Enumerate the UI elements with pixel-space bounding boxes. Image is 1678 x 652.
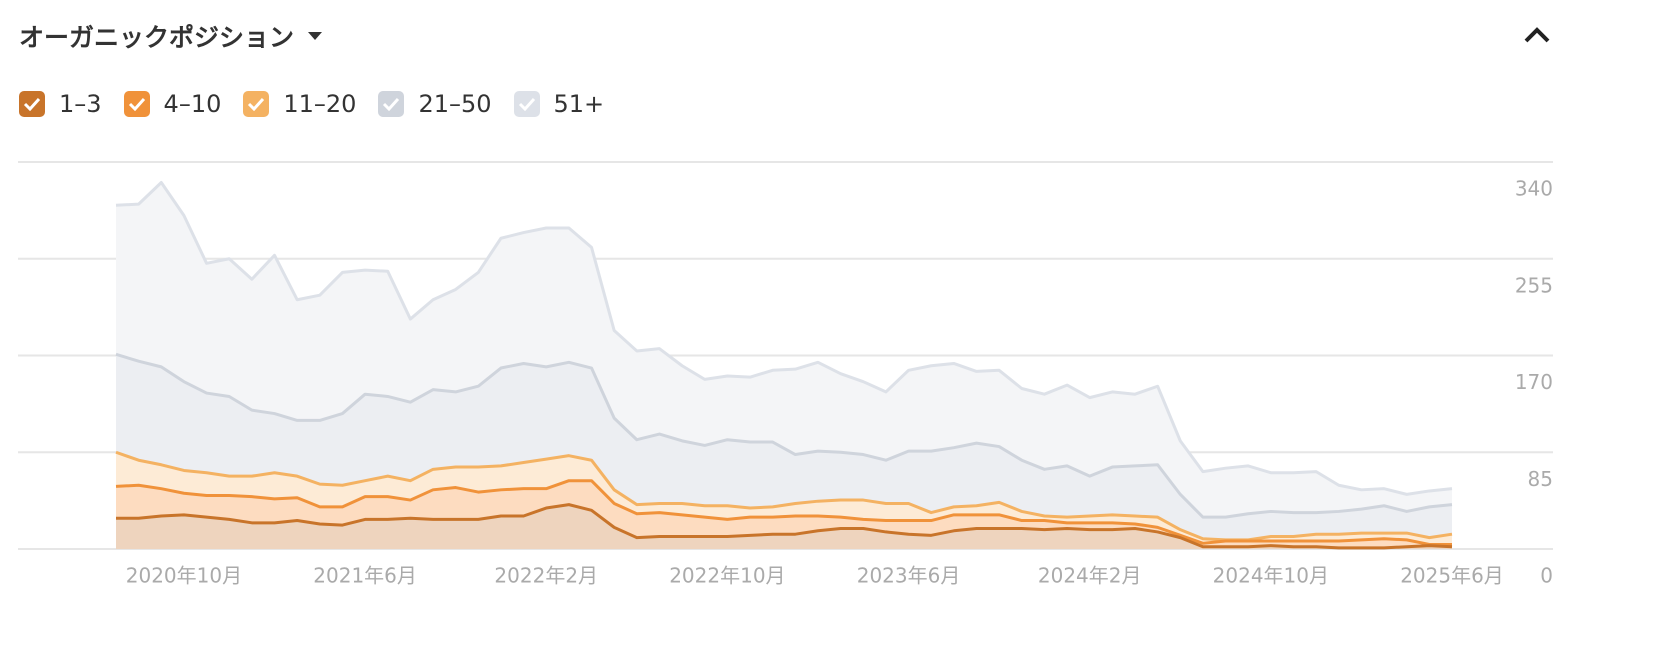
panel-title: オーガニックポジション (19, 23, 295, 52)
dropdown-caret (308, 32, 323, 40)
checkbox[interactable] (123, 91, 150, 117)
legend-item[interactable]: 11–20 (243, 90, 356, 118)
collapse-button[interactable] (1522, 24, 1552, 46)
y-tick-label: 0 (1540, 564, 1553, 588)
legend-label: 51+ (553, 90, 605, 118)
y-tick-label: 255 (1515, 273, 1553, 297)
line (115, 479, 1452, 546)
check (518, 97, 535, 111)
legend-label: 11–20 (283, 90, 357, 118)
line (116, 503, 1453, 550)
x-tick-label: 2024年10月 (1213, 564, 1329, 588)
area (116, 354, 1452, 540)
check (23, 97, 41, 111)
legend-label: 1–3 (59, 90, 102, 118)
y-tick-label: 340 (1515, 177, 1553, 201)
x-tick-label: 2025年6月 (1400, 564, 1504, 588)
checkbox[interactable] (19, 91, 45, 117)
line (115, 352, 1453, 519)
checkbox[interactable] (378, 91, 405, 117)
check (383, 97, 400, 111)
check (248, 97, 265, 111)
x-tick-label: 2022年10月 (669, 564, 785, 588)
area (116, 504, 1452, 549)
x-tick-label: 2022年2月 (494, 564, 598, 588)
x-tick-label: 2024年2月 (1038, 564, 1142, 588)
legend-item[interactable]: 1–3 (19, 90, 102, 118)
area (116, 480, 1452, 548)
check (128, 97, 145, 111)
legend-item[interactable]: 4–10 (123, 90, 222, 118)
x-tick-label: 2021年6月 (313, 564, 417, 588)
checkbox[interactable] (513, 91, 540, 117)
legend-item[interactable]: 21–50 (378, 90, 492, 118)
legend-label: 4–10 (163, 90, 222, 118)
title-dropdown[interactable]: オーガニックポジション (19, 18, 323, 54)
area (116, 182, 1452, 518)
x-tick-label: 2020年10月 (126, 564, 242, 588)
legend: 1–3 4–10 11–20 21–50 51+ (19, 90, 604, 118)
y-tick-label: 170 (1515, 370, 1553, 394)
legend-label: 21–50 (418, 90, 492, 118)
x-tick-label: 2023年6月 (857, 564, 961, 588)
line (115, 180, 1453, 496)
legend-item[interactable]: 51+ (513, 90, 605, 118)
area (116, 452, 1452, 545)
checkbox[interactable] (243, 91, 270, 117)
y-tick-label: 85 (1528, 467, 1553, 491)
